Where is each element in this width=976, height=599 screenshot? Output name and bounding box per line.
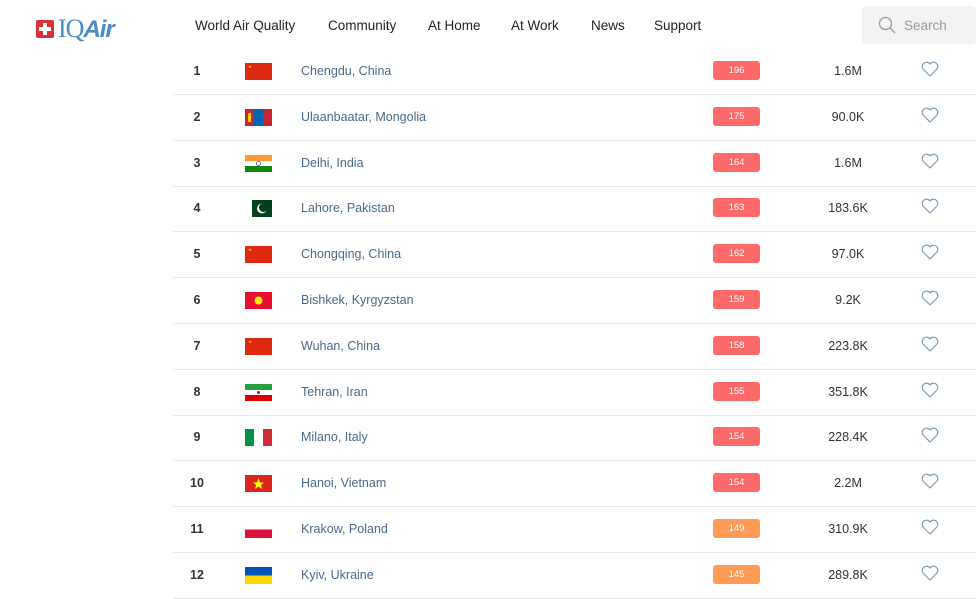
city-link[interactable]: Lahore, Pakistan <box>301 201 395 216</box>
flag-pl-icon <box>245 521 272 538</box>
heart-icon[interactable] <box>921 107 939 126</box>
city-link[interactable]: Tehran, Iran <box>301 384 368 399</box>
heart-icon[interactable] <box>921 382 939 401</box>
rank: 7 <box>193 338 201 353</box>
followers-count: 2.2M <box>834 476 862 491</box>
rank: 6 <box>193 293 201 307</box>
nav-community[interactable]: Community <box>328 18 397 33</box>
iqair-logo[interactable]: IQAir <box>36 14 115 44</box>
flag-ir-icon <box>245 383 272 401</box>
city-link[interactable]: Bishkek, Kyrgyzstan <box>301 293 414 307</box>
aqi-badge: 164 <box>713 152 760 172</box>
heart-icon[interactable] <box>921 473 939 492</box>
rank: 5 <box>193 247 201 262</box>
rank: 2 <box>193 109 201 124</box>
rank: 12 <box>190 567 204 582</box>
search-input[interactable]: Search <box>862 6 976 44</box>
heart-icon[interactable] <box>921 336 939 355</box>
table-row: 10 Hanoi, Vietnam 154 2.2M <box>173 461 976 508</box>
city-link[interactable]: Ulaanbaatar, Mongolia <box>301 109 427 124</box>
heart-icon[interactable] <box>921 427 939 446</box>
nav-world-air-quality[interactable]: World Air Quality <box>195 18 296 33</box>
city-link[interactable]: Chengdu, China <box>301 64 392 78</box>
flag-ua-icon <box>245 566 272 584</box>
city-link[interactable]: Delhi, India <box>301 155 364 170</box>
logo-text: IQAir <box>58 14 115 43</box>
search-placeholder: Search <box>904 17 947 33</box>
followers-count: 228.4K <box>828 430 868 445</box>
heart-icon[interactable] <box>921 61 939 80</box>
heart-icon[interactable] <box>921 519 939 538</box>
nav-at-work[interactable]: At Work <box>511 18 559 33</box>
aqi-badge: 145 <box>713 564 760 584</box>
swiss-cross-icon <box>36 20 54 38</box>
aqi-badge: 155 <box>713 381 760 401</box>
followers-count: 183.6K <box>828 201 868 216</box>
nav-support[interactable]: Support <box>654 18 702 33</box>
search-icon <box>878 16 896 34</box>
table-row: 7 Wuhan, China 158 223.8K <box>173 324 976 370</box>
table-row: 2 Ulaanbaatar, Mongolia 175 90.0K <box>173 95 976 141</box>
flag-it-icon <box>245 429 272 447</box>
followers-count: 289.8K <box>828 567 868 582</box>
city-link[interactable]: Chongqing, China <box>301 247 402 262</box>
rank: 8 <box>193 384 201 399</box>
table-row: 5 Chongqing, China 162 97.0K <box>173 232 976 279</box>
aqi-badge: 154 <box>713 473 760 493</box>
rank: 9 <box>193 430 201 445</box>
heart-icon[interactable] <box>921 290 939 309</box>
table-row: 11 Krakow, Poland 149 310.9K <box>173 507 976 553</box>
aqi-badge: 162 <box>713 244 760 264</box>
aqi-badge: 196 <box>713 61 760 80</box>
rank: 10 <box>190 476 204 491</box>
table-row: 3 Delhi, India 164 1.6M <box>173 141 976 187</box>
rank: 1 <box>193 64 201 78</box>
city-link[interactable]: Hanoi, Vietnam <box>301 476 387 491</box>
city-link[interactable]: Wuhan, China <box>301 338 380 353</box>
followers-count: 90.0K <box>831 109 865 124</box>
city-link[interactable]: Milano, Italy <box>301 430 368 445</box>
followers-count: 351.8K <box>828 384 868 399</box>
table-row: 4 Lahore, Pakistan 163 183.6K <box>173 186 976 233</box>
heart-icon[interactable] <box>921 244 939 263</box>
flag-kg-icon <box>245 292 272 309</box>
table-row: 8 Tehran, Iran 155 351.8K <box>173 370 976 416</box>
aqi-badge: 163 <box>713 198 760 218</box>
table-row: 1 Chengdu, China 196 1.6M <box>173 49 976 95</box>
aqi-badge: 175 <box>713 106 760 126</box>
flag-mn-icon <box>245 108 272 126</box>
heart-icon[interactable] <box>921 198 939 217</box>
flag-in-icon <box>245 154 272 172</box>
table-row: 12 Kyiv, Ukraine 145 289.8K <box>173 553 976 599</box>
rank: 11 <box>190 522 204 536</box>
followers-count: 9.2K <box>835 293 861 307</box>
heart-icon[interactable] <box>921 565 939 584</box>
aqi-badge: 159 <box>713 290 760 309</box>
nav-at-home[interactable]: At Home <box>428 18 481 33</box>
followers-count: 310.9K <box>828 522 868 536</box>
followers-count: 1.6M <box>834 64 862 78</box>
aqi-badge: 149 <box>713 519 760 538</box>
flag-pk-icon <box>245 200 272 218</box>
followers-count: 1.6M <box>834 155 862 170</box>
rank: 4 <box>193 201 201 216</box>
followers-count: 223.8K <box>828 338 868 353</box>
rank: 3 <box>193 155 201 170</box>
aqi-badge: 154 <box>713 427 760 447</box>
flag-cn-icon <box>245 63 272 80</box>
flag-vn-icon <box>245 475 272 493</box>
flag-cn-icon <box>245 337 272 355</box>
aqi-badge: 158 <box>713 335 760 355</box>
nav-news[interactable]: News <box>591 18 625 33</box>
followers-count: 97.0K <box>831 247 865 262</box>
flag-cn-icon <box>245 246 272 264</box>
city-link[interactable]: Krakow, Poland <box>301 522 388 536</box>
table-row: 6 Bishkek, Kyrgyzstan 159 9.2K <box>173 278 976 324</box>
city-link[interactable]: Kyiv, Ukraine <box>301 567 374 582</box>
table-row: 9 Milano, Italy 154 228.4K <box>173 415 976 462</box>
heart-icon[interactable] <box>921 153 939 172</box>
top-header: IQAir World Air Quality Community At Hom… <box>0 0 976 50</box>
